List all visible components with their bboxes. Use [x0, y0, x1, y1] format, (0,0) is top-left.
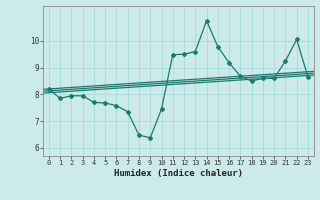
X-axis label: Humidex (Indice chaleur): Humidex (Indice chaleur)	[114, 169, 243, 178]
